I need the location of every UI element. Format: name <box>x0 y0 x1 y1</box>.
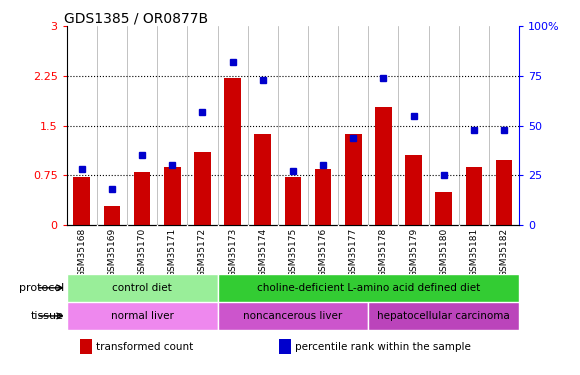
Bar <box>315 169 331 225</box>
Text: noncancerous liver: noncancerous liver <box>243 311 343 321</box>
Text: GSM35172: GSM35172 <box>198 227 207 277</box>
Text: GSM35176: GSM35176 <box>318 227 328 277</box>
Bar <box>104 207 120 225</box>
Bar <box>218 302 368 330</box>
Text: GSM35170: GSM35170 <box>137 227 147 277</box>
Bar <box>280 339 291 354</box>
Bar <box>194 152 211 225</box>
Text: choline-deficient L-amino acid defined diet: choline-deficient L-amino acid defined d… <box>257 283 480 293</box>
Text: GSM35178: GSM35178 <box>379 227 388 277</box>
Bar <box>218 274 519 302</box>
Text: control diet: control diet <box>112 283 172 293</box>
Bar <box>405 155 422 225</box>
Text: GDS1385 / OR0877B: GDS1385 / OR0877B <box>64 11 209 25</box>
Bar <box>164 167 180 225</box>
Bar <box>436 192 452 225</box>
Text: GSM35173: GSM35173 <box>228 227 237 277</box>
Bar <box>255 134 271 225</box>
Text: GSM35180: GSM35180 <box>439 227 448 277</box>
Text: percentile rank within the sample: percentile rank within the sample <box>295 342 471 352</box>
Text: GSM35181: GSM35181 <box>469 227 478 277</box>
Bar <box>134 172 150 225</box>
Bar <box>375 107 392 225</box>
Bar <box>224 78 241 225</box>
Bar <box>67 274 218 302</box>
Text: GSM35168: GSM35168 <box>77 227 86 277</box>
Text: protocol: protocol <box>19 283 64 293</box>
Text: GSM35174: GSM35174 <box>258 227 267 277</box>
Text: GSM35175: GSM35175 <box>288 227 298 277</box>
Bar <box>80 339 92 354</box>
Bar <box>74 177 90 225</box>
Bar <box>496 160 512 225</box>
Bar <box>67 302 218 330</box>
Bar <box>285 177 301 225</box>
Text: tissue: tissue <box>31 311 64 321</box>
Text: hepatocellular carcinoma: hepatocellular carcinoma <box>378 311 510 321</box>
Bar <box>345 134 361 225</box>
Text: GSM35179: GSM35179 <box>409 227 418 277</box>
Text: transformed count: transformed count <box>96 342 193 352</box>
Bar <box>368 302 519 330</box>
Text: GSM35169: GSM35169 <box>107 227 117 277</box>
Text: normal liver: normal liver <box>111 311 173 321</box>
Text: GSM35171: GSM35171 <box>168 227 177 277</box>
Text: GSM35182: GSM35182 <box>499 227 509 277</box>
Text: GSM35177: GSM35177 <box>349 227 358 277</box>
Bar <box>466 167 482 225</box>
